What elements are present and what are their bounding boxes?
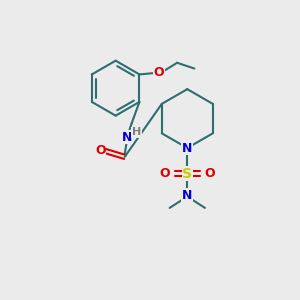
Text: O: O (95, 145, 106, 158)
Text: H: H (132, 127, 141, 137)
Text: O: O (154, 66, 164, 79)
Text: S: S (182, 167, 192, 181)
Text: O: O (205, 167, 215, 180)
Text: O: O (159, 167, 170, 180)
Text: N: N (122, 131, 132, 144)
Text: N: N (182, 142, 193, 154)
Text: N: N (182, 189, 193, 202)
